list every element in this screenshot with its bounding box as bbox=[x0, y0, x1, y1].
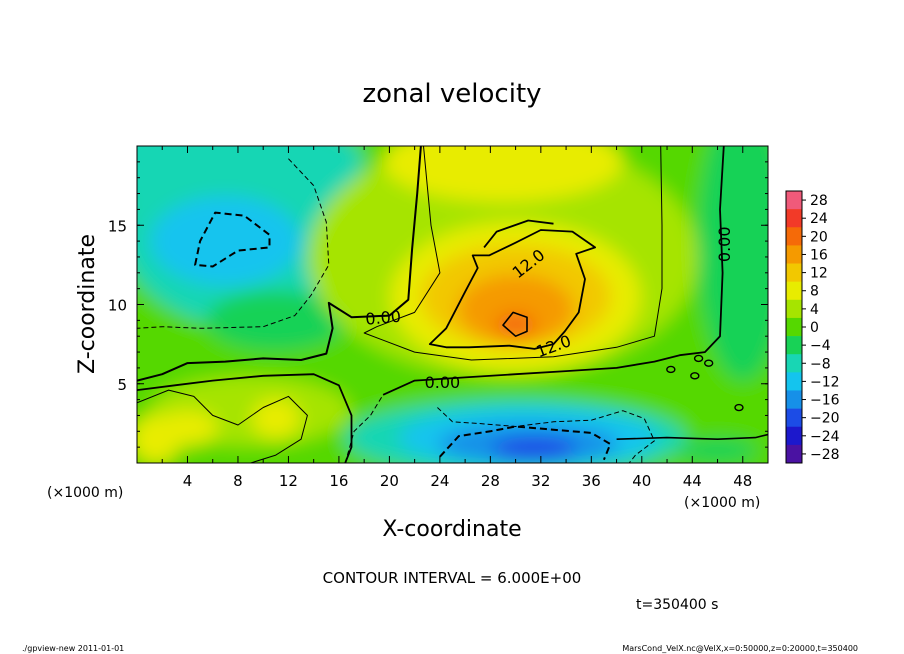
x-tick-label: 44 bbox=[683, 472, 702, 490]
x-axis-ticks: 4 8 12 16 20 24 28 32 36 40 44 48 bbox=[161, 146, 752, 490]
field-region-3 bbox=[150, 196, 301, 287]
colorbar-swatch bbox=[786, 426, 802, 446]
colorbar-label: 4 bbox=[810, 302, 819, 318]
y-axis-unit: (×1000 m) bbox=[47, 485, 123, 501]
colorbar-swatch bbox=[786, 390, 802, 409]
contour-m12-upper bbox=[194, 211, 271, 268]
contour-wiggle-2 bbox=[666, 365, 676, 374]
field-region-5 bbox=[383, 146, 623, 202]
x-tick-label: 4 bbox=[183, 472, 193, 490]
colorbar: 28 24 20 16 12 8 4 0 −4 −8 −12 −16 −20 −24 −28 bbox=[785, 190, 840, 464]
colorbar-swatch bbox=[786, 408, 802, 428]
time-label: t=350400 s bbox=[636, 597, 718, 613]
contour-0-upper bbox=[137, 146, 422, 382]
colorbar-label: −12 bbox=[810, 374, 840, 390]
colorbar-swatch bbox=[786, 191, 802, 210]
x-tick-label: 24 bbox=[430, 472, 449, 490]
field-region-18 bbox=[492, 436, 577, 461]
colorbar-label: −4 bbox=[810, 338, 831, 354]
contour-6 bbox=[363, 146, 663, 361]
velocity-field bbox=[137, 146, 768, 463]
y-axis-ticks: 5 10 15 bbox=[108, 161, 768, 448]
field-region-14 bbox=[137, 414, 181, 463]
y-axis-label: Z-coordinate bbox=[75, 234, 100, 374]
chart-title: zonal velocity bbox=[362, 79, 541, 109]
x-tick-label: 36 bbox=[582, 472, 601, 490]
x-tick-label: 32 bbox=[531, 472, 550, 490]
contour-lines bbox=[137, 146, 768, 463]
field-region-1 bbox=[137, 146, 363, 212]
colorbar-label: 16 bbox=[810, 247, 828, 263]
x-tick-label: 48 bbox=[733, 472, 752, 490]
contour-wiggle-4 bbox=[690, 372, 700, 380]
colorbar-label: 12 bbox=[810, 266, 828, 282]
contour-wiggle-0 bbox=[693, 354, 704, 363]
contour-18 bbox=[502, 311, 528, 337]
colorbar-label: −28 bbox=[810, 447, 840, 463]
colorbar-label: −8 bbox=[810, 356, 831, 372]
x-tick-label: 28 bbox=[481, 472, 500, 490]
contour-wiggle-1 bbox=[703, 359, 714, 367]
colorbar-label: 8 bbox=[810, 284, 819, 300]
contour-label-4: 0.00 bbox=[715, 226, 734, 262]
contour-12 bbox=[428, 229, 596, 350]
x-tick-label: 16 bbox=[329, 472, 348, 490]
field-region-9 bbox=[495, 313, 536, 338]
contour-0-lower-left bbox=[137, 373, 353, 463]
x-tick-label: 12 bbox=[279, 472, 298, 490]
x-axis-unit: (×1000 m) bbox=[684, 495, 760, 511]
x-tick-label: 8 bbox=[233, 472, 243, 490]
colorbar-swatch bbox=[786, 245, 802, 264]
contour-label-text: 0.00 bbox=[425, 373, 461, 392]
colorbar-label: 24 bbox=[810, 211, 828, 227]
x-tick-label: 40 bbox=[632, 472, 651, 490]
contour-6-lower-left bbox=[137, 389, 308, 463]
colorbar-label: −16 bbox=[810, 393, 840, 409]
y-tick-label: 10 bbox=[108, 297, 127, 315]
y-tick-label: 5 bbox=[117, 376, 127, 394]
field-region-8 bbox=[457, 274, 574, 345]
field-region-10 bbox=[697, 146, 768, 382]
contour-0-bottom-right bbox=[616, 433, 768, 440]
contour-label-1: 0.00 bbox=[425, 373, 461, 392]
contour-label-text: 0.00 bbox=[715, 226, 734, 262]
colorbar-label: −24 bbox=[810, 429, 840, 445]
colorbar-swatch bbox=[786, 372, 802, 391]
x-axis-label: X-coordinate bbox=[382, 517, 521, 542]
contour-wiggle-3 bbox=[734, 403, 744, 412]
colorbar-label: −20 bbox=[810, 411, 840, 427]
colorbar-swatch bbox=[786, 444, 802, 464]
contour-label-0: 0.00 bbox=[365, 307, 402, 329]
colorbar-swatch bbox=[786, 227, 802, 246]
field-region-13 bbox=[251, 398, 300, 439]
contour-interval-text: CONTOUR INTERVAL = 6.000E+00 bbox=[323, 569, 582, 587]
contour-m6-lower bbox=[437, 407, 655, 463]
colorbar-label: 20 bbox=[810, 229, 828, 245]
y-tick-label: 15 bbox=[108, 217, 127, 235]
x-tick-label: 20 bbox=[380, 472, 399, 490]
contour-m6-upper bbox=[137, 158, 330, 329]
colorbar-swatch bbox=[786, 299, 802, 319]
field-region-2 bbox=[205, 290, 346, 351]
colorbar-swatch bbox=[786, 263, 802, 282]
footer-right: MarsCond_VelX.nc@VelX,x=0:50000,z=0:2000… bbox=[622, 644, 858, 653]
colorbar-label: 0 bbox=[810, 320, 819, 336]
contour-m6-left bbox=[344, 394, 384, 463]
colorbar-swatch bbox=[786, 317, 802, 337]
contour-12-upper bbox=[483, 219, 554, 248]
colorbar-swatch bbox=[786, 281, 802, 301]
footer-left: ./gpview-new 2011-01-01 bbox=[22, 644, 124, 653]
contour-0-right bbox=[382, 146, 725, 396]
contour-m12-lower bbox=[439, 425, 612, 461]
colorbar-swatch bbox=[786, 336, 802, 355]
colorbar-swatch bbox=[786, 209, 802, 228]
contour-label-text: 0.00 bbox=[365, 307, 402, 329]
plot-area bbox=[137, 146, 768, 463]
field-region-19 bbox=[677, 438, 758, 463]
colorbar-label: 28 bbox=[810, 193, 828, 209]
colorbar-swatch bbox=[786, 354, 802, 373]
